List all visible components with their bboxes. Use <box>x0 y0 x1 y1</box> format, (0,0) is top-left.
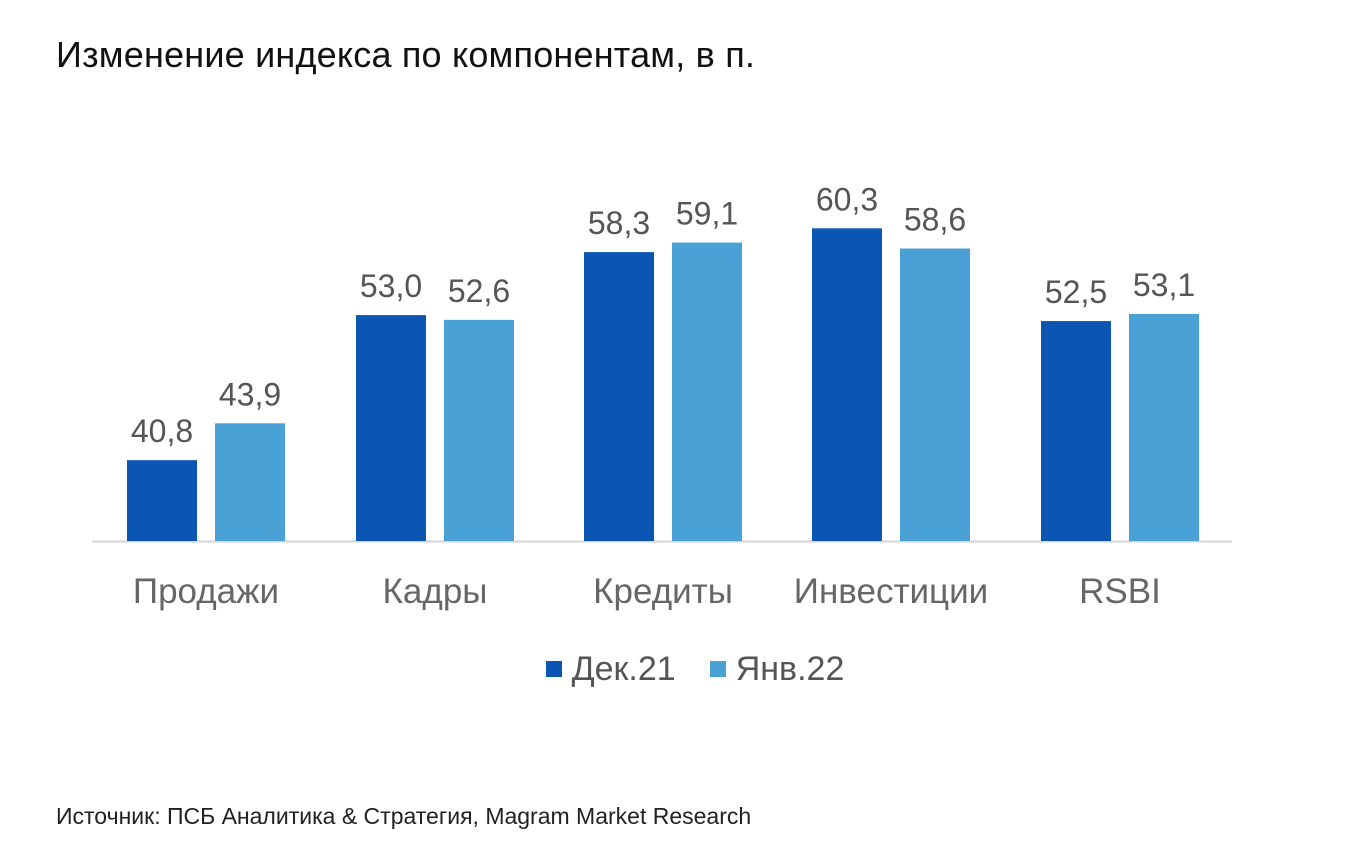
data-label-4-1: 53,1 <box>1133 267 1195 303</box>
legend-swatch-dec21 <box>545 661 562 677</box>
bar-0-0 <box>127 460 197 541</box>
data-label-3-0: 60,3 <box>816 181 878 217</box>
bar-3-1 <box>900 248 970 542</box>
source-note: Источник: ПСБ Аналитика & Стратегия, Mag… <box>56 803 752 829</box>
data-label-1-1: 52,6 <box>448 273 510 309</box>
legend-item-dec21: Дек.21 <box>545 649 676 689</box>
legend-label-jan22: Янв.22 <box>735 649 845 688</box>
category-label-0: Продажи <box>133 572 279 611</box>
data-label-2-0: 58,3 <box>588 205 650 241</box>
data-label-0-0: 40,8 <box>131 413 193 449</box>
category-label-3: Инвестиции <box>794 572 988 611</box>
data-label-0-1: 43,9 <box>219 376 281 412</box>
bar-4-0 <box>1041 321 1111 541</box>
legend-swatch-jan22 <box>709 661 726 677</box>
bar-3-0 <box>812 228 882 542</box>
bar-0-1 <box>215 423 285 541</box>
legend-label-dec21: Дек.21 <box>571 649 676 688</box>
data-label-4-0: 52,5 <box>1045 274 1107 310</box>
bar-2-1 <box>672 242 742 542</box>
bar-2-0 <box>584 252 654 541</box>
bar-chart: 40,8 43,9 Продажи 53,0 52,6 Кадры 58,3 59,1 Кред… <box>92 181 1232 611</box>
chart-title: Изменение индекса по компонентам, в п. <box>56 34 756 75</box>
category-label-1: Кадры <box>383 572 488 611</box>
legend-item-jan22: Янв.22 <box>709 649 845 689</box>
category-label-4: RSBI <box>1079 572 1161 611</box>
data-label-3-1: 58,6 <box>904 202 966 238</box>
bar-1-0 <box>356 315 426 541</box>
bar-4-1 <box>1129 313 1199 541</box>
data-label-2-1: 59,1 <box>676 196 738 232</box>
bar-1-1 <box>444 319 514 541</box>
data-label-1-0: 53,0 <box>360 268 422 304</box>
category-label-2: Кредиты <box>593 572 733 611</box>
chart-legend: Дек.21 Янв.22 <box>0 646 1360 692</box>
